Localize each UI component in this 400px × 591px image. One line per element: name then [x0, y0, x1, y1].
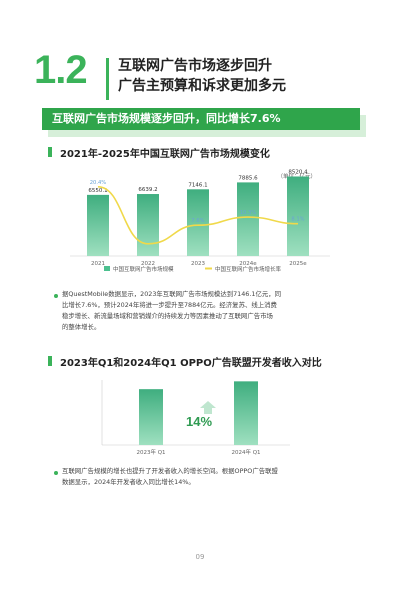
paragraph2: 互联网广告规模的增长也提升了开发者收入的增长空间。根据OPPO广告联盟 数据显示…	[62, 466, 278, 488]
chart2-bar	[234, 381, 258, 445]
chart1-x-tick: 2024e	[239, 261, 257, 267]
chart2-title: 2023年Q1和2024年Q1 OPPO广告联盟开发者收入对比	[60, 358, 322, 369]
chart1-title: 2021年-2025年中国互联网广告市场规模变化	[60, 149, 270, 160]
chart1-unit: （单位：亿元）	[277, 172, 316, 180]
paragraph1-line2: 比增长7.6%，预计2024年将进一步提升至7884亿元。经济复苏、线上消费	[62, 301, 277, 309]
chart1-rate-label: 10.3%	[240, 210, 257, 216]
page-number: 09	[195, 553, 205, 561]
paragraph2-line1: 互联网广告规模的增长也提升了开发者收入的增长空间。根据OPPO广告联盟	[62, 467, 278, 475]
chart1-bar-label: 7885.6	[238, 175, 258, 181]
bullet-dot	[54, 294, 58, 298]
paragraph1-line4: 的整体增长。	[62, 323, 101, 331]
section-title-line1: 互联网广告市场逐步回升	[118, 58, 272, 74]
chart2-growth-label: 14%	[186, 414, 212, 429]
chart1-bar	[287, 176, 309, 256]
growth-arrow-icon	[200, 401, 216, 414]
paragraph1-line3: 稳步增长、新流量场域和营销媒介的持续发力等因素推动了互联网广告市场	[62, 312, 273, 320]
chart1-rate-label: 7.6%	[191, 218, 204, 224]
chart2-x-tick: 2023年 Q1	[136, 448, 165, 456]
chart1-bar-label: 7146.1	[188, 182, 207, 188]
chart1-bar-label: 8520.4	[288, 169, 308, 175]
chart1-bar	[137, 194, 159, 256]
chart2-x-tick: 2024年 Q1	[231, 448, 260, 456]
section-title: 互联网广告市场逐步回升 广告主预算和诉求更加多元	[118, 56, 286, 96]
chart1-bar	[187, 189, 209, 256]
paragraph2-line2: 数据显示，2024年开发者收入同比增长14%。	[62, 478, 195, 486]
chart1-x-tick: 2023	[191, 261, 205, 267]
legend-bar-label: 中国互联网广告市场规模	[113, 265, 174, 273]
section-title-line2: 广告主预算和诉求更加多元	[118, 78, 286, 94]
chart1-title-marker	[48, 147, 52, 157]
chart2-title-marker	[48, 356, 52, 366]
chart1-bar	[87, 194, 109, 256]
legend-line-label: 中国互联网广告市场增长率	[215, 265, 282, 273]
chart1-bar	[237, 182, 259, 256]
paragraph1-line1: 据QuestMobile数据显示，2023年互联网广告市场规模达到7146.1亿…	[62, 290, 282, 298]
chart1-rate-label: 20.4%	[90, 180, 107, 186]
paragraph1: 据QuestMobile数据显示，2023年互联网广告市场规模达到7146.1亿…	[62, 289, 281, 333]
chart2-bar	[139, 389, 163, 445]
chart1-x-tick: 2025e	[289, 261, 307, 267]
bullet-dot	[54, 471, 58, 475]
section-divider	[106, 58, 109, 100]
legend-bar-swatch	[104, 266, 110, 271]
headline-banner: 互联网广告市场规模逐步回升，同比增长7.6%	[42, 108, 360, 130]
chart1-x-tick: 2022	[141, 261, 155, 267]
chart1-rate-label: 8.1%	[291, 217, 304, 223]
chart1-bar-label: 6639.2	[138, 187, 157, 193]
chart1-bar-label: 6550.1	[88, 188, 107, 194]
section-number: 1.2	[34, 48, 88, 92]
chart1-x-tick: 2021	[91, 261, 105, 267]
chart1-growth-line	[97, 186, 299, 245]
